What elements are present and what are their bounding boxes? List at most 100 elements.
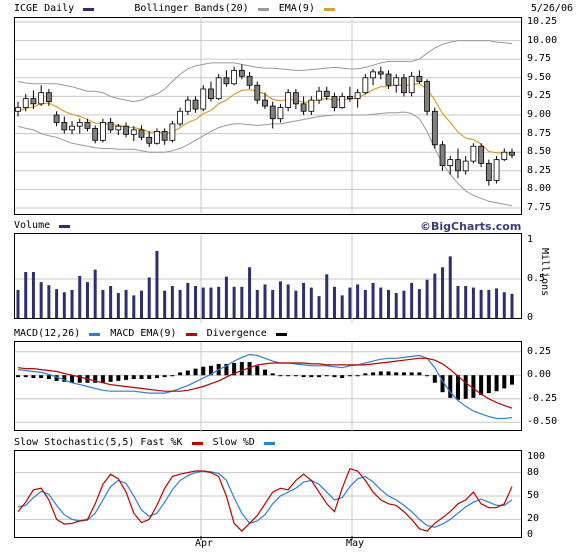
divergence-bar bbox=[471, 375, 476, 398]
divergence-bar bbox=[100, 375, 105, 383]
divergence-bar bbox=[108, 375, 113, 382]
divergence-bar bbox=[208, 365, 213, 376]
candle-body bbox=[493, 159, 500, 181]
macd-y-tick: 0.00 bbox=[527, 369, 552, 381]
price-y-tick: 10.00 bbox=[527, 34, 558, 46]
candle-body bbox=[238, 69, 245, 77]
divergence-bar bbox=[432, 375, 437, 383]
volume-bar bbox=[194, 286, 198, 318]
divergence-bar bbox=[510, 375, 514, 385]
divergence-bar bbox=[278, 375, 283, 377]
volume-bar bbox=[263, 284, 267, 318]
price-y-tick: 8.00 bbox=[527, 183, 552, 195]
divergence-bar bbox=[386, 371, 391, 376]
candle-body bbox=[501, 151, 508, 161]
divergence-bar bbox=[193, 368, 198, 376]
volume-bar bbox=[85, 282, 89, 318]
volume-bar bbox=[178, 289, 182, 318]
candle-body bbox=[308, 99, 315, 112]
candle-body bbox=[323, 90, 330, 97]
x-label-apr: Apr bbox=[195, 538, 214, 549]
divergence-bar bbox=[93, 375, 98, 383]
stoch-fast-swatch bbox=[191, 441, 203, 445]
divergence-bar bbox=[301, 375, 306, 378]
volume-y-tick: 1 bbox=[527, 234, 534, 245]
candle-body bbox=[115, 125, 122, 131]
macd-ema-swatch bbox=[185, 332, 197, 336]
divergence-bar bbox=[31, 375, 36, 379]
volume-bar bbox=[387, 289, 390, 318]
divergence-bar bbox=[124, 375, 129, 380]
divergence-bar bbox=[178, 372, 183, 376]
volume-bar bbox=[448, 256, 452, 318]
divergence-label: Divergence bbox=[206, 328, 267, 339]
candle-body bbox=[447, 159, 454, 166]
volume-bar bbox=[487, 289, 491, 318]
volume-bar bbox=[294, 290, 298, 318]
candle-body bbox=[347, 96, 353, 100]
candle-body bbox=[509, 151, 515, 156]
price-y-tick: 8.50 bbox=[527, 146, 552, 158]
stoch-slow-label: Slow %D bbox=[212, 437, 255, 448]
divergence-bar bbox=[425, 375, 430, 377]
candle-body bbox=[169, 123, 176, 141]
bollinger-swatch bbox=[257, 7, 269, 11]
volume-bar bbox=[155, 250, 159, 318]
volume-bar bbox=[502, 292, 506, 318]
candle-body bbox=[231, 69, 238, 85]
divergence-bar bbox=[486, 375, 491, 394]
candle-body bbox=[223, 77, 230, 85]
divergence-bar bbox=[54, 375, 59, 381]
bigcharts-credit[interactable]: ©BigCharts.com bbox=[420, 220, 522, 233]
volume-bar bbox=[317, 296, 321, 318]
divergence-bar bbox=[286, 375, 291, 377]
candle-body bbox=[15, 107, 21, 112]
candle-body bbox=[123, 125, 129, 135]
divergence-bar bbox=[23, 375, 28, 378]
volume-bar bbox=[340, 295, 344, 318]
divergence-bar bbox=[317, 375, 322, 378]
volume-bar bbox=[441, 267, 445, 318]
volume-bar bbox=[78, 275, 82, 318]
volume-bar bbox=[101, 289, 105, 318]
divergence-bar bbox=[46, 375, 51, 379]
volume-y-tick: 0.5 bbox=[527, 273, 546, 284]
volume-bar bbox=[495, 288, 499, 318]
candle-body bbox=[146, 136, 153, 144]
volume-bar bbox=[471, 287, 475, 318]
volume-swatch bbox=[59, 224, 71, 228]
divergence-bar bbox=[247, 362, 252, 376]
divergence-bar bbox=[355, 375, 360, 377]
volume-bar bbox=[217, 286, 221, 318]
divergence-swatch bbox=[275, 332, 287, 336]
candle-body bbox=[53, 114, 60, 123]
candle-body bbox=[370, 71, 376, 79]
divergence-bar bbox=[62, 375, 67, 382]
candle-body bbox=[100, 122, 106, 141]
price-y-tick: 8.25 bbox=[527, 164, 552, 176]
volume-bar bbox=[140, 290, 143, 318]
volume-bar bbox=[271, 289, 275, 318]
volume-bar bbox=[363, 289, 367, 318]
candle-body bbox=[208, 88, 214, 100]
macd-y-tick: -0.25 bbox=[527, 392, 558, 404]
candle-body bbox=[69, 125, 75, 131]
divergence-bar bbox=[455, 375, 460, 400]
volume-bar bbox=[24, 271, 28, 318]
candle-body bbox=[377, 71, 384, 75]
candle-body bbox=[385, 73, 392, 86]
divergence-bar bbox=[309, 375, 314, 378]
price-y-tick: 9.75 bbox=[527, 53, 552, 65]
candle-body bbox=[92, 127, 99, 141]
divergence-bar bbox=[162, 375, 167, 378]
bollinger-label: Bollinger Bands(20) bbox=[134, 3, 249, 14]
price-y-tick: 9.50 bbox=[527, 71, 552, 83]
divergence-bar bbox=[39, 375, 44, 379]
volume-bar bbox=[232, 286, 236, 318]
volume-bar bbox=[410, 282, 414, 318]
divergence-bar bbox=[440, 375, 445, 393]
volume-bar bbox=[201, 287, 205, 318]
volume-bar bbox=[255, 289, 259, 318]
divergence-bar bbox=[147, 375, 152, 379]
divergence-bar bbox=[401, 372, 406, 376]
